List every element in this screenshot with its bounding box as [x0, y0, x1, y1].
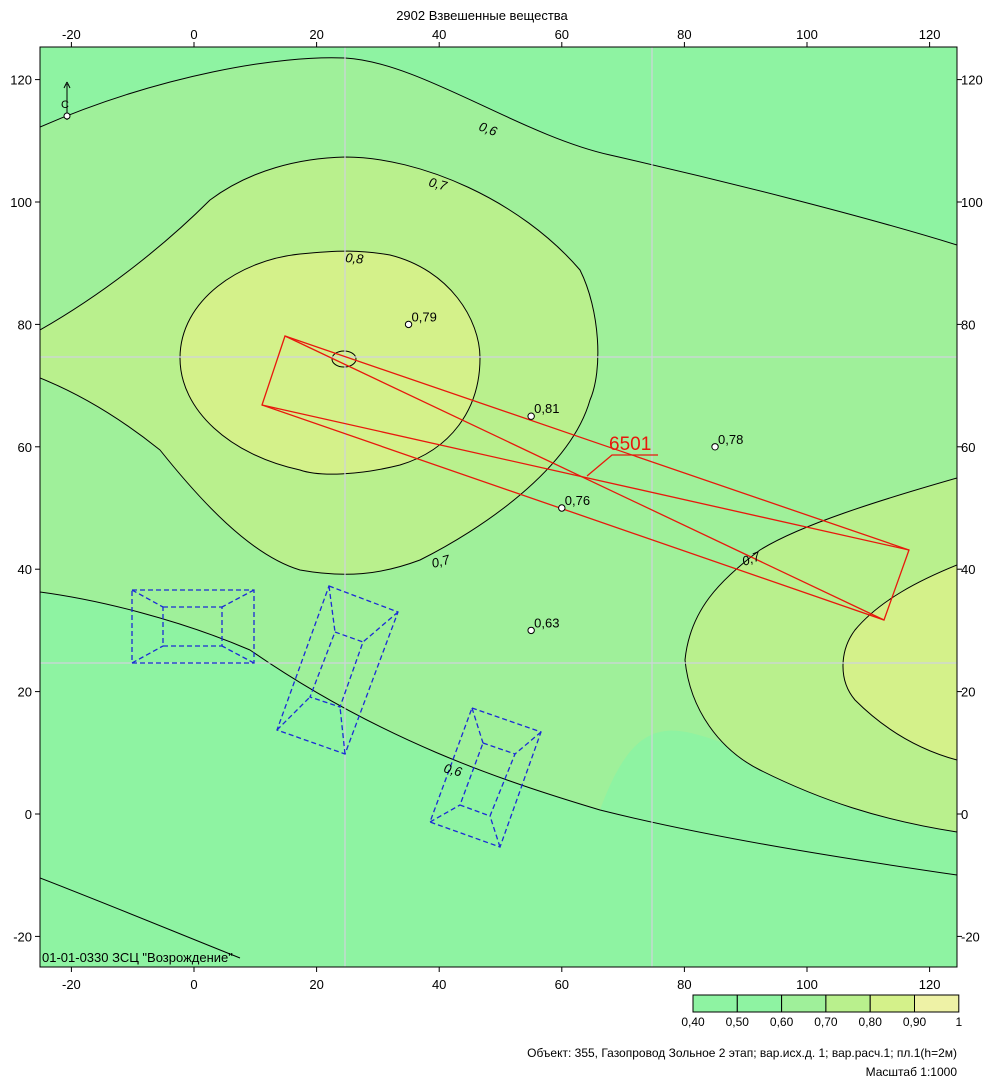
receptor-value: 0,76	[565, 493, 590, 508]
y-tick-label-right: 100	[961, 195, 983, 210]
x-tick-label-bottom: 120	[919, 977, 941, 992]
x-tick-label-top: 0	[190, 27, 197, 42]
legend-label: 0,60	[770, 1015, 794, 1029]
legend-swatch	[869, 994, 916, 1013]
legend-swatch	[825, 994, 871, 1013]
contour-line-08-right	[842, 564, 957, 761]
contour-line-08	[179, 250, 481, 475]
receptor-value: 0,78	[718, 432, 743, 447]
y-tick-label-right: 120	[961, 73, 983, 88]
y-tick-label-left: 100	[10, 195, 32, 210]
legend-label: 0,40	[681, 1015, 705, 1029]
x-tick-label-top: 100	[796, 27, 818, 42]
x-tick-label-bottom: 0	[190, 977, 197, 992]
source-leader-line	[586, 454, 658, 477]
buildings	[131, 585, 542, 848]
receptor-points: 0,79 0,81 0,78 0,76 0,63	[404, 309, 743, 635]
legend-label: 0,90	[903, 1015, 927, 1029]
receptor-point	[558, 504, 566, 512]
building-3	[429, 707, 542, 848]
x-tick-label-top: 20	[309, 27, 323, 42]
legend-label: 0,50	[726, 1015, 750, 1029]
emission-source-6501: 6501	[261, 335, 910, 621]
fill-level-080	[180, 251, 480, 475]
source-label: 6501	[609, 434, 651, 455]
x-tick-label-bottom: 40	[432, 977, 446, 992]
building-1	[131, 589, 255, 664]
contour-label: 0,6	[477, 119, 500, 140]
y-tick-label-left: 20	[18, 685, 32, 700]
contour-label: 0,6	[442, 760, 464, 779]
contour-line-05	[40, 877, 241, 959]
receptor-point	[711, 443, 719, 451]
legend-label: 0,70	[814, 1015, 838, 1029]
contour-fills	[40, 47, 957, 967]
x-tick-label-top: 120	[919, 27, 941, 42]
receptor-value: 0,81	[534, 401, 559, 416]
contour-line-07-right	[684, 477, 957, 833]
y-tick-label-left: 120	[10, 73, 32, 88]
x-tick-label-top: -20	[62, 27, 81, 42]
north-arrow-icon: С	[61, 81, 71, 120]
x-tick-label-top: 40	[432, 27, 446, 42]
north-letter: С	[61, 99, 69, 111]
map-title: 2902 Взвешенные вещества	[396, 8, 568, 23]
y-tick-label-right: 20	[961, 685, 975, 700]
y-tick-label-left: 40	[18, 562, 32, 577]
x-tick-label-bottom: 60	[555, 977, 569, 992]
x-tick-label-bottom: 80	[677, 977, 691, 992]
contour-label: 0,7	[740, 548, 763, 569]
contour-lines	[40, 57, 957, 959]
plot-frame	[39, 46, 958, 968]
y-tick-label-right: 60	[961, 440, 975, 455]
project-id-label: 01-01-0330 ЗСЦ "Возрождение"	[42, 950, 233, 965]
contour-line-06-bottom	[40, 591, 957, 876]
legend-label: 0,80	[859, 1015, 883, 1029]
legend-swatch	[914, 994, 960, 1013]
x-tick-label-bottom: 20	[309, 977, 323, 992]
y-tick-label-right: 40	[961, 562, 975, 577]
object-info: Объект: 355, Газопровод Зольное 2 этап; …	[527, 1046, 957, 1060]
x-tick-label-top: 60	[555, 27, 569, 42]
legend-swatch	[781, 994, 827, 1013]
receptor-point	[527, 626, 535, 635]
scale-label: Масштаб 1:1000	[866, 1065, 958, 1079]
x-tick-label-bottom: 100	[796, 977, 818, 992]
y-tick-label-left: 0	[25, 807, 32, 822]
receptor-point	[527, 412, 535, 420]
contour-line-06-top	[40, 57, 957, 246]
y-tick-label-left: -20	[13, 929, 32, 944]
contour-labels: 0,6 0,7 0,8 0,7 0,7 0,6	[345, 119, 763, 780]
axes: -20 -20 0 0 20 20 40 40 60 60 80 80 100 100 120 120 120 1…	[10, 27, 982, 992]
receptor-value: 0,63	[534, 615, 559, 630]
contour-label: 0,7	[430, 552, 452, 571]
y-tick-label-left: 60	[18, 440, 32, 455]
y-tick-label-right: 80	[961, 317, 975, 332]
contour-label: 0,7	[427, 174, 449, 193]
receptor-value: 0,79	[412, 309, 437, 324]
x-tick-label-bottom: -20	[62, 977, 81, 992]
y-tick-label-right: -20	[961, 929, 980, 944]
legend-label: 1	[955, 1015, 962, 1029]
legend-swatch	[692, 994, 738, 1013]
receptor-point	[404, 320, 413, 329]
fill-level-070-right	[685, 478, 957, 832]
x-tick-label-top: 80	[677, 27, 691, 42]
contour-label: 0,8	[345, 250, 365, 267]
legend-swatch	[736, 994, 783, 1013]
contour-line-07	[40, 156, 599, 575]
legend: 0,40 0,50 0,60 0,70 0,80 0,90 1	[681, 994, 962, 1029]
y-tick-label-right: 0	[961, 807, 968, 822]
y-tick-label-left: 80	[18, 317, 32, 332]
building-2	[276, 585, 399, 755]
